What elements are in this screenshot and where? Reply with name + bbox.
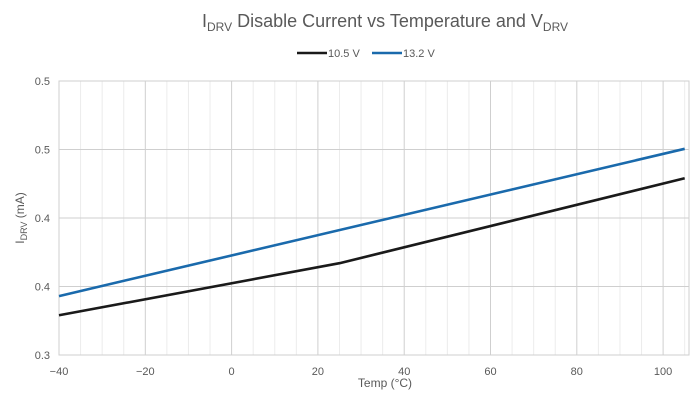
y-tick-label: 0.4 bbox=[35, 282, 50, 294]
y-tick-label: 0.3 bbox=[35, 350, 50, 362]
y-tick-label: 0.5 bbox=[35, 76, 50, 88]
x-tick-label: 40 bbox=[398, 366, 410, 378]
legend-label-1: 10.5 V bbox=[328, 48, 360, 60]
series-line-2 bbox=[58, 147, 685, 298]
legend: 10.5 V 13.2 V bbox=[297, 48, 435, 60]
x-tick-label: −40 bbox=[50, 366, 69, 378]
y-tick-labels: 0.3 0.4 0.4 0.5 0.5 bbox=[35, 76, 50, 362]
chart-title: IDRV Disable Current vs Temperature and … bbox=[202, 11, 568, 34]
y-tick-label: 0.5 bbox=[35, 145, 50, 157]
x-tick-label: 20 bbox=[312, 366, 324, 378]
x-tick-label: 100 bbox=[654, 366, 672, 378]
series-lines bbox=[58, 147, 685, 317]
y-tick-label: 0.4 bbox=[35, 213, 50, 225]
x-tick-label: 60 bbox=[484, 366, 496, 378]
legend-label-2: 13.2 V bbox=[403, 48, 435, 60]
grid bbox=[58, 80, 689, 356]
x-axis-label: Temp (°C) bbox=[358, 376, 412, 390]
plot-frame bbox=[58, 80, 690, 356]
x-tick-label: −20 bbox=[136, 366, 155, 378]
x-tick-labels: −40 −20 0 20 40 60 80 100 bbox=[50, 366, 673, 378]
x-tick-label: 0 bbox=[229, 366, 235, 378]
y-axis-label: IDRV (mA) bbox=[13, 192, 29, 244]
series-line-1 bbox=[58, 177, 685, 317]
x-tick-label: 80 bbox=[571, 366, 583, 378]
plot-border bbox=[58, 80, 690, 356]
